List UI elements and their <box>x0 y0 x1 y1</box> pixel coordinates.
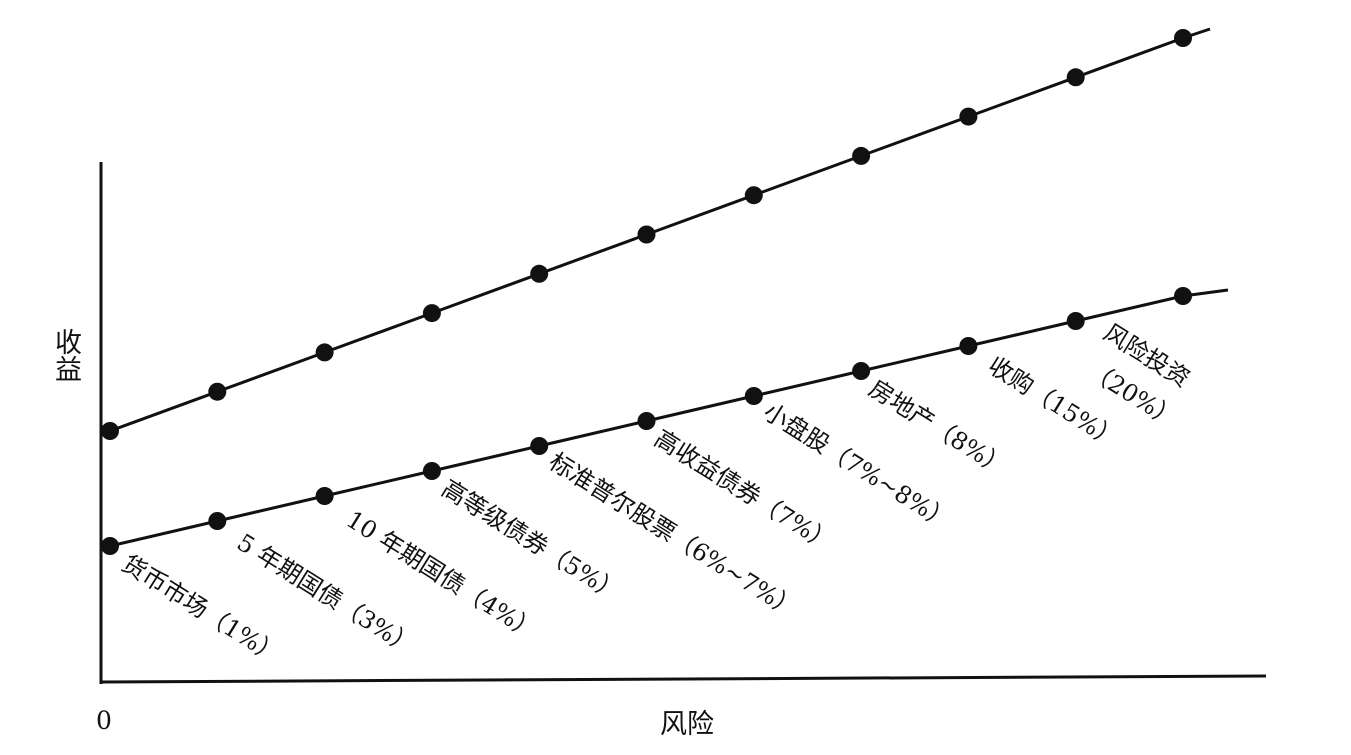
y-axis-title: 收益 <box>50 328 81 382</box>
upper-series-point-0 <box>101 422 119 440</box>
upper-series-point-5 <box>637 225 656 244</box>
lower-series-line <box>109 288 1229 548</box>
point-label-7: 房地产（8%） <box>864 374 1013 482</box>
lower-series-point-7 <box>852 362 871 380</box>
upper-series-point-6 <box>744 186 763 205</box>
upper-series-point-2 <box>315 343 334 362</box>
lower-series-point-0 <box>101 537 119 555</box>
upper-series-point-10 <box>1174 29 1192 47</box>
x-axis-title: 风险 <box>660 709 714 740</box>
upper-series-line <box>109 27 1211 433</box>
lower-series-point-9 <box>1066 312 1085 330</box>
lower-series-point-6 <box>744 387 763 405</box>
lower-series-point-5 <box>637 412 656 430</box>
upper-series-point-8 <box>959 107 978 126</box>
lower-series-point-4 <box>530 437 549 455</box>
lower-series-point-8 <box>959 337 978 355</box>
origin-label: 0 <box>96 706 112 735</box>
upper-series-point-7 <box>852 146 871 165</box>
x-axis <box>100 674 1267 684</box>
lower-series-point-2 <box>315 487 334 505</box>
upper-series-point-4 <box>530 264 549 283</box>
upper-series-point-9 <box>1066 68 1085 87</box>
point-labels: 货币市场（1%）5 年期国债（3%）10 年期国债（4%）高等级债券（5%）标准… <box>117 318 1195 669</box>
lower-series-point-3 <box>422 462 441 480</box>
point-label-4: 标准普尔股票（6%~7%） <box>544 447 803 624</box>
upper-series <box>101 27 1211 440</box>
lower-series <box>101 287 1229 555</box>
lower-series-point-10 <box>1174 287 1192 305</box>
upper-series-point-3 <box>422 304 441 323</box>
lower-series-point-1 <box>208 512 227 530</box>
upper-series-point-1 <box>208 382 227 401</box>
